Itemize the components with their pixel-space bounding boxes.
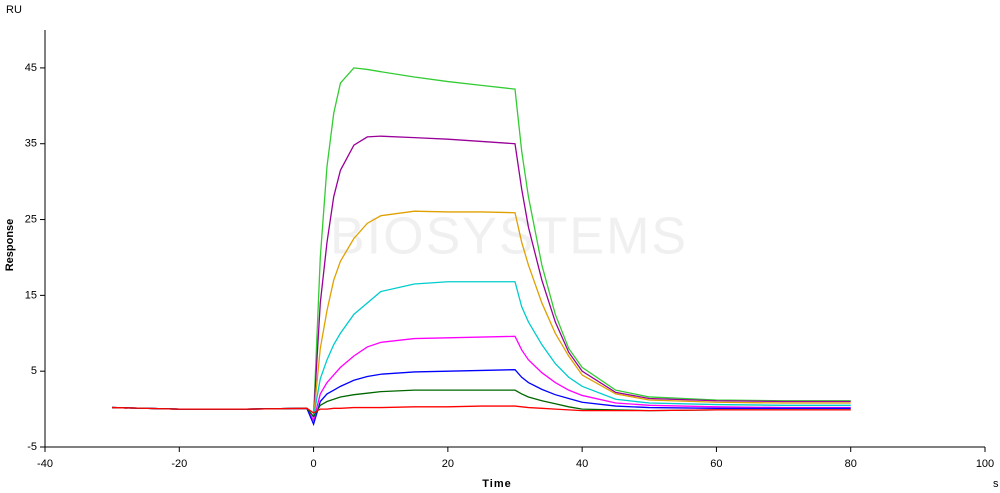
- series-line: [112, 135, 851, 419]
- y-tick-label: 45: [25, 62, 37, 74]
- y-tick-label: 25: [25, 213, 37, 225]
- x-axis-label: Time: [482, 478, 511, 490]
- series-line: [112, 369, 851, 427]
- y-axis-label: Response: [4, 219, 16, 272]
- y-tick-label: 5: [31, 365, 37, 377]
- series-line: [112, 67, 851, 419]
- y-tick-label: 35: [25, 138, 37, 150]
- y-unit: RU: [6, 4, 22, 16]
- x-tick-label: -20: [171, 458, 187, 470]
- x-tick-label: 0: [311, 458, 317, 470]
- series-line: [112, 210, 851, 419]
- watermark: BIOSYSTEMS: [330, 208, 688, 266]
- x-tick-label: -40: [37, 458, 53, 470]
- x-unit: s: [993, 478, 999, 490]
- x-tick-label: 80: [845, 458, 857, 470]
- x-tick-label: 100: [976, 458, 994, 470]
- series-line: [112, 405, 851, 414]
- x-tick-label: 20: [442, 458, 454, 470]
- x-tick-label: 60: [710, 458, 722, 470]
- y-tick-label: -5: [27, 441, 37, 453]
- series-line: [112, 281, 851, 419]
- y-tick-label: 15: [25, 289, 37, 301]
- x-tick-label: 40: [576, 458, 588, 470]
- series-line: [112, 389, 851, 418]
